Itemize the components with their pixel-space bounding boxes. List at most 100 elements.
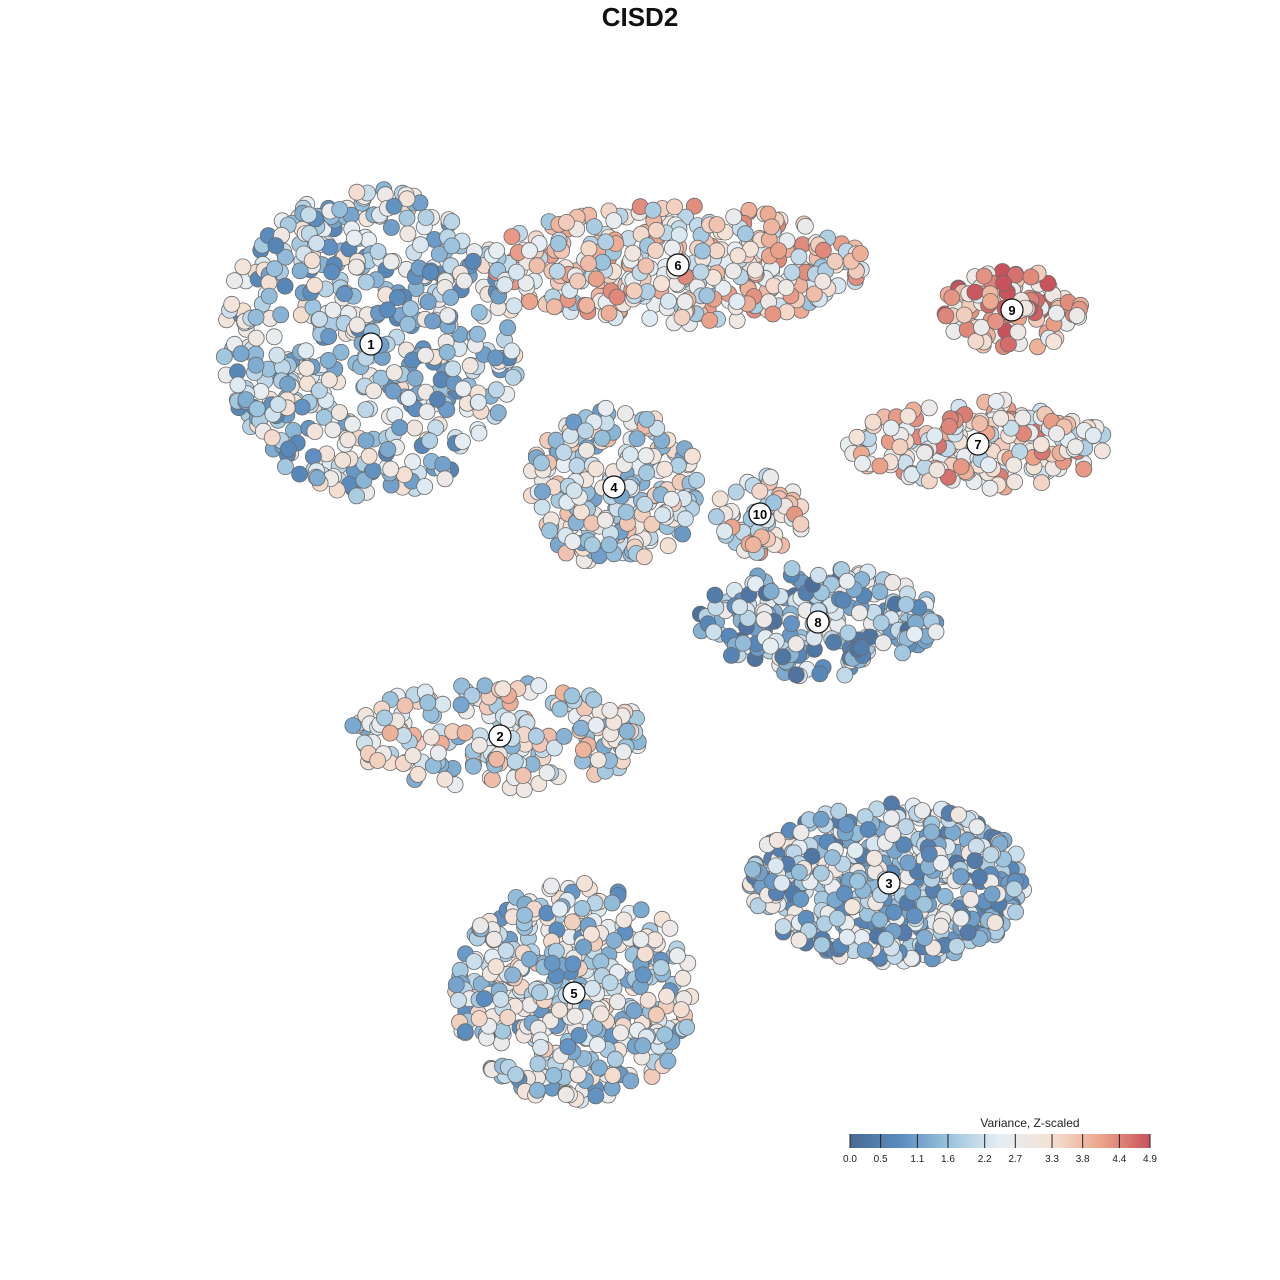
cell-point	[874, 634, 892, 652]
cell-point	[594, 253, 611, 271]
cell-point	[783, 263, 801, 281]
chart-title: CISD2	[601, 2, 679, 32]
cell-point	[621, 446, 639, 464]
cell-point	[382, 219, 400, 236]
legend-tick-label: 1.6	[941, 1154, 955, 1165]
cell-point	[851, 604, 868, 622]
cell-point	[716, 522, 733, 540]
cell-point	[914, 802, 931, 819]
cell-point	[521, 293, 539, 310]
cell-point	[838, 928, 856, 946]
legend-tick-label: 0.0	[843, 1154, 857, 1165]
cell-point	[705, 623, 723, 641]
cluster-label-2: 2	[488, 724, 512, 748]
cell-point	[293, 398, 311, 416]
cluster-label-text: 10	[753, 507, 767, 522]
cell-point	[943, 289, 961, 307]
cell-point	[578, 296, 596, 314]
cell-point	[765, 494, 783, 512]
cell-point	[348, 183, 366, 201]
cell-point	[1005, 456, 1023, 474]
cell-point	[777, 279, 795, 297]
cell-point	[652, 959, 670, 977]
cell-point	[310, 382, 328, 400]
cell-point	[605, 212, 623, 230]
cell-point	[854, 454, 871, 472]
cell-point	[767, 857, 785, 875]
cell-point	[601, 702, 619, 719]
cell-point	[593, 429, 611, 447]
cell-point	[308, 469, 326, 487]
cell-point	[430, 245, 448, 263]
cell-point	[937, 307, 955, 325]
cell-point	[551, 900, 569, 918]
cell-point	[454, 433, 471, 450]
cluster-label-marker	[666, 253, 690, 277]
cell-point	[828, 910, 846, 927]
cell-point	[906, 625, 923, 643]
cell-point	[586, 1019, 604, 1036]
cell-point	[955, 306, 973, 324]
cell-point	[731, 598, 749, 616]
cell-point	[1006, 473, 1023, 491]
cluster-label-marker	[966, 432, 990, 456]
cell-point	[587, 270, 605, 288]
cluster-label-1: 1	[359, 332, 383, 356]
cell-point	[674, 969, 692, 987]
cell-point	[315, 408, 333, 426]
cell-point	[605, 932, 623, 949]
cell-point	[638, 464, 655, 482]
cell-point	[589, 751, 607, 769]
cell-point	[940, 418, 958, 435]
cell-point	[404, 453, 422, 471]
cell-point	[514, 767, 532, 784]
cell-point	[797, 217, 814, 235]
cell-point	[345, 229, 363, 247]
cell-point	[962, 891, 980, 908]
cluster-label-9: 9	[1000, 298, 1024, 322]
cell-point	[247, 356, 265, 374]
cell-point	[973, 318, 990, 336]
cell-point	[637, 447, 655, 465]
legend-title: Variance, Z-scaled	[980, 1116, 1079, 1130]
cell-point	[625, 282, 643, 300]
cell-point	[470, 736, 488, 754]
cell-point	[920, 399, 938, 417]
cell-point	[632, 901, 650, 919]
cell-point	[755, 611, 773, 628]
cell-point	[364, 462, 382, 480]
cell-point	[916, 929, 933, 947]
legend-tick-label: 2.7	[1008, 1154, 1022, 1165]
cell-point	[1048, 425, 1065, 443]
cell-point	[1067, 438, 1084, 456]
cell-point	[529, 1081, 546, 1099]
cell-point	[729, 247, 747, 265]
cell-point	[659, 1052, 677, 1070]
cell-point	[647, 242, 664, 259]
cell-point	[568, 457, 586, 475]
cell-point	[987, 392, 1005, 410]
cell-point	[417, 346, 434, 364]
cell-point	[634, 966, 652, 984]
cell-point	[601, 974, 619, 992]
cell-point	[409, 766, 427, 783]
cell-point	[1068, 307, 1086, 325]
cluster-label-10: 10	[748, 502, 772, 526]
cell-point	[494, 680, 512, 698]
cell-point	[564, 533, 582, 550]
cell-point	[625, 1002, 643, 1020]
cell-point	[572, 719, 590, 737]
cell-point	[763, 218, 780, 236]
cell-point	[894, 644, 911, 662]
cell-point	[654, 506, 671, 524]
legend-tick-label: 4.4	[1112, 1154, 1126, 1165]
cell-point	[663, 490, 680, 508]
cell-point	[773, 874, 791, 892]
cell-point	[300, 206, 318, 224]
cell-point	[587, 1087, 605, 1105]
cell-point	[608, 288, 626, 306]
cell-point	[906, 907, 923, 925]
cell-point	[706, 586, 724, 604]
cell-point	[483, 771, 501, 788]
